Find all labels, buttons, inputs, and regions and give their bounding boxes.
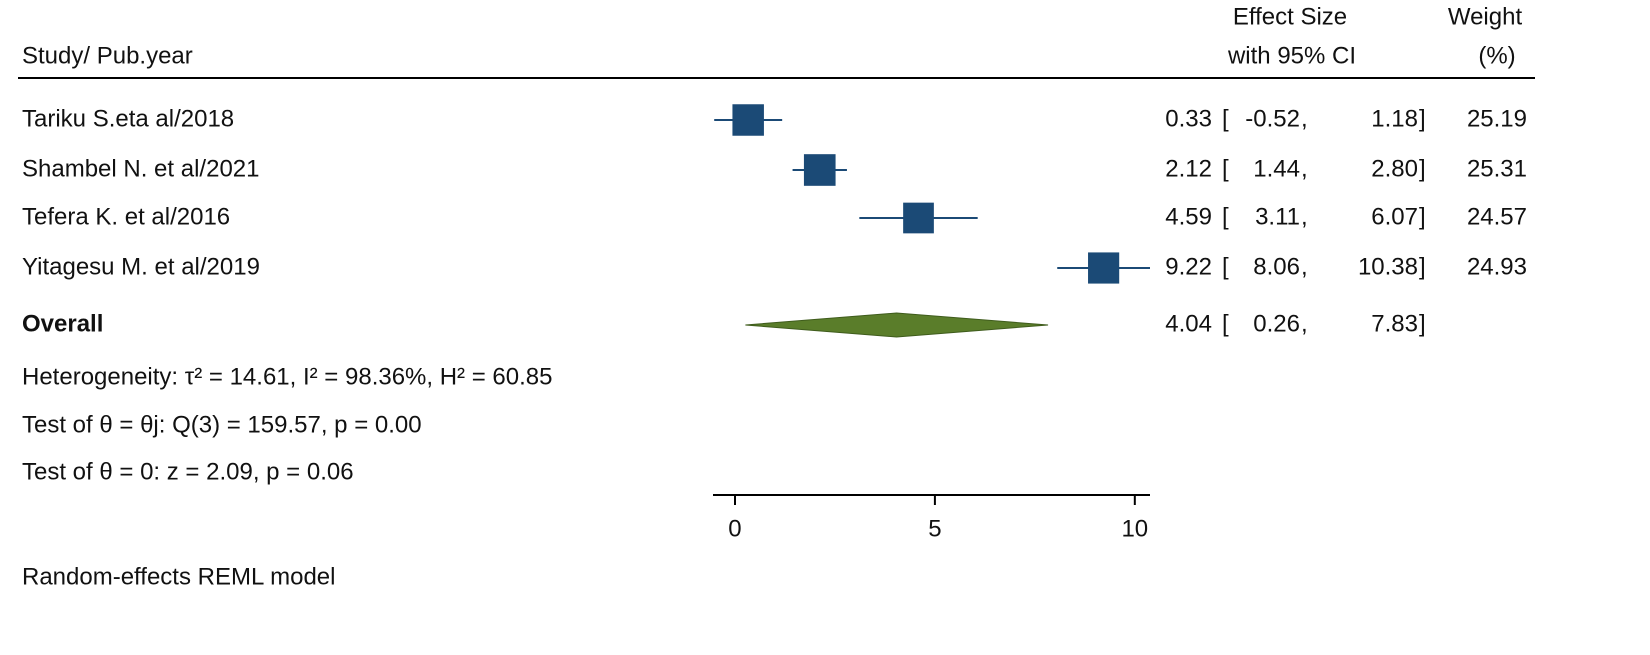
study-header: Study/ Pub.year: [22, 42, 193, 69]
effect-size: 4.04: [1165, 310, 1212, 337]
effect-size: 4.59: [1165, 203, 1212, 230]
comma: ,: [1301, 310, 1308, 337]
stat-note: Test of θ = θj: Q(3) = 159.57, p = 0.00: [22, 411, 422, 438]
weight: 24.93: [1467, 253, 1527, 280]
ci-high: 1.18: [1371, 105, 1418, 132]
bracket: ]: [1419, 310, 1426, 337]
effect-size: 9.22: [1165, 253, 1212, 280]
effect-marker: [903, 202, 934, 234]
ci-low: -0.52: [1245, 105, 1300, 132]
ci-high: 10.38: [1358, 253, 1418, 280]
footnote: Random-effects REML model: [22, 563, 335, 590]
effect-marker: [1088, 252, 1120, 284]
bracket: ]: [1419, 203, 1426, 230]
comma: ,: [1301, 105, 1308, 132]
bracket: [: [1222, 203, 1229, 230]
effect-header: with 95% CI: [1227, 42, 1356, 69]
ci-low: 3.11: [1255, 203, 1300, 230]
study-label: Tefera K. et al/2016: [22, 203, 230, 230]
ci-low: 8.06: [1253, 253, 1300, 280]
effect-size: 0.33: [1165, 105, 1212, 132]
ci-high: 7.83: [1371, 310, 1418, 337]
ci-low: 0.26: [1253, 310, 1300, 337]
bracket: [: [1222, 253, 1229, 280]
stat-note: Test of θ = 0: z = 2.09, p = 0.06: [22, 458, 354, 485]
x-tick-label: 10: [1121, 515, 1148, 542]
x-tick-label: 0: [728, 515, 741, 542]
bracket: ]: [1419, 105, 1426, 132]
ci-high: 2.80: [1371, 155, 1418, 182]
overall-label: Overall: [22, 310, 103, 337]
ci-high: 6.07: [1371, 203, 1418, 230]
comma: ,: [1301, 155, 1308, 182]
effect-header: Effect Size: [1233, 3, 1347, 30]
study-label: Tariku S.eta al/2018: [22, 105, 234, 132]
effect-marker: [732, 104, 764, 136]
bracket: [: [1222, 155, 1229, 182]
comma: ,: [1301, 253, 1308, 280]
overall-diamond: [745, 312, 1049, 338]
weight-header: Weight: [1448, 3, 1523, 30]
effect-size: 2.12: [1165, 155, 1212, 182]
ci-low: 1.44: [1253, 155, 1300, 182]
comma: ,: [1301, 203, 1308, 230]
weight-header: (%): [1478, 42, 1515, 69]
x-tick-label: 5: [928, 515, 941, 542]
study-label: Yitagesu M. et al/2019: [22, 253, 260, 280]
weight: 25.19: [1467, 105, 1527, 132]
study-label: Shambel N. et al/2021: [22, 155, 259, 182]
bracket: ]: [1419, 155, 1426, 182]
effect-marker: [803, 154, 836, 186]
weight: 24.57: [1467, 203, 1527, 230]
bracket: ]: [1419, 253, 1426, 280]
bracket: [: [1222, 105, 1229, 132]
stat-note: Heterogeneity: τ² = 14.61, I² = 98.36%, …: [22, 363, 552, 390]
weight: 25.31: [1467, 155, 1527, 182]
bracket: [: [1222, 310, 1229, 337]
